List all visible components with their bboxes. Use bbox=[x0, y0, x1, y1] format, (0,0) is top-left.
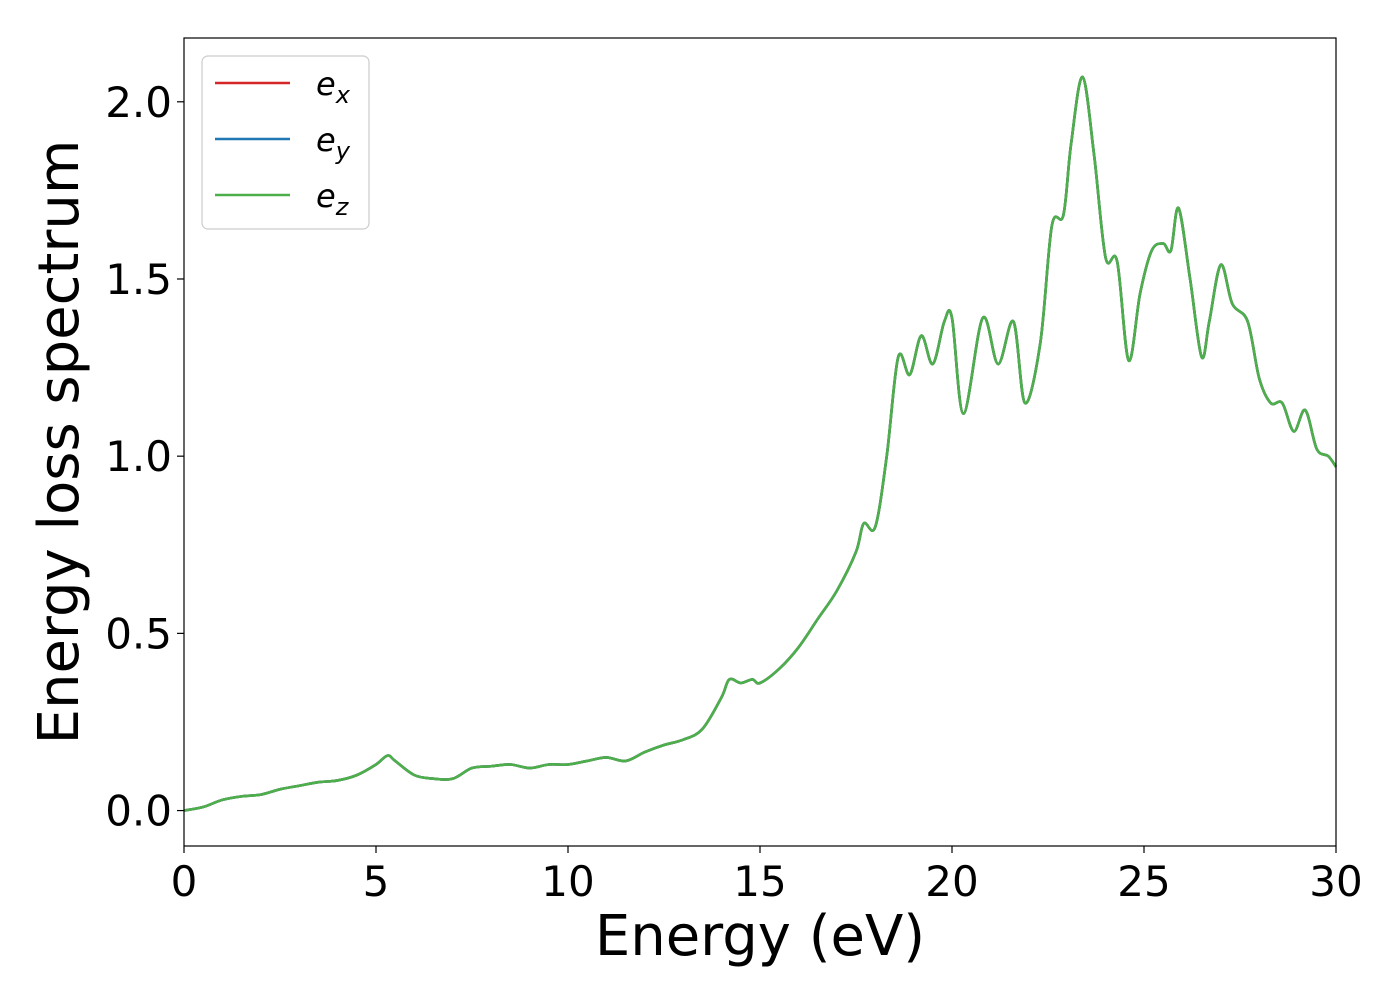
series-layer bbox=[183, 75, 1338, 812]
series-line-e-z bbox=[183, 75, 1338, 812]
y-tick-label: 0.5 bbox=[105, 609, 172, 658]
x-axis-label: Energy (eV) bbox=[595, 904, 925, 969]
x-tick-label: 20 bbox=[925, 857, 978, 906]
y-tick-label: 2.0 bbox=[105, 78, 172, 127]
x-tick-label: 0 bbox=[171, 857, 198, 906]
x-axis-ticks: 0 5 10 15 20 25 30 bbox=[171, 846, 1363, 906]
x-tick-label: 30 bbox=[1309, 857, 1362, 906]
y-tick-label: 0.0 bbox=[105, 787, 172, 836]
legend-label-e-x: ex bbox=[316, 65, 351, 109]
y-tick-label: 1.0 bbox=[105, 432, 172, 481]
y-axis-label: Energy loss spectrum bbox=[27, 140, 92, 745]
y-axis-ticks: 0.0 0.5 1.0 1.5 2.0 bbox=[105, 78, 184, 836]
x-tick-label: 15 bbox=[733, 857, 786, 906]
legend-label-e-y: ey bbox=[316, 121, 351, 165]
x-tick-label: 10 bbox=[541, 857, 594, 906]
y-tick-label: 1.5 bbox=[105, 255, 172, 304]
legend-box bbox=[201, 55, 370, 230]
legend-items: ex ey ez bbox=[215, 65, 351, 221]
legend-label-e-z: ez bbox=[316, 177, 350, 221]
x-tick-label: 25 bbox=[1117, 857, 1170, 906]
legend: ex ey ez bbox=[201, 55, 370, 230]
x-tick-label: 5 bbox=[363, 857, 390, 906]
